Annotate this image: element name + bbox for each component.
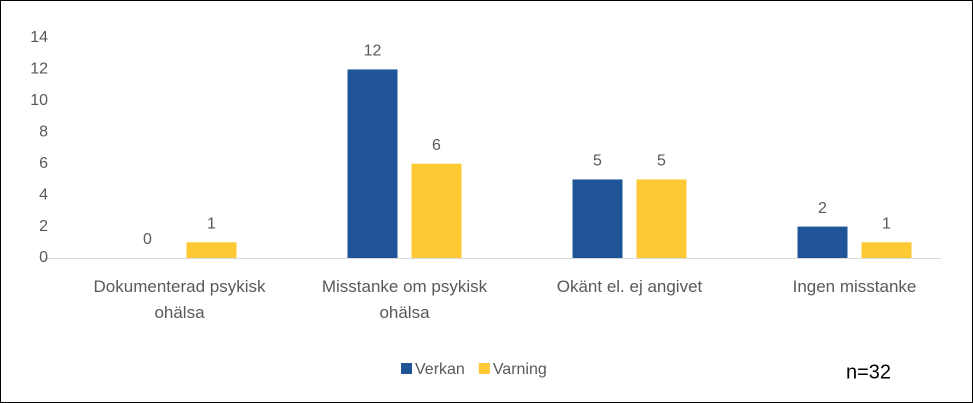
data-label: 5 — [593, 153, 602, 170]
bar — [186, 242, 237, 258]
data-label: 5 — [657, 153, 666, 170]
legend-label: Verkan — [415, 361, 465, 378]
y-tick-label: 14 — [30, 29, 48, 46]
data-label: 2 — [818, 200, 827, 217]
data-label: 1 — [882, 216, 891, 233]
data-label: 6 — [432, 137, 441, 154]
y-tick-label: 6 — [39, 155, 48, 172]
x-tick-label: Misstanke om psykisk ohälsa — [321, 277, 488, 322]
x-tick-label: Okänt el. ej angivet — [556, 277, 703, 296]
y-tick-label: 12 — [30, 61, 48, 78]
bar — [572, 179, 623, 258]
bar — [411, 163, 462, 258]
annotation: n=32 — [846, 361, 891, 383]
x-tick-label: Dokumenterad psykisk ohälsa — [93, 277, 266, 322]
y-tick-label: 8 — [39, 124, 48, 141]
data-label: 0 — [143, 231, 152, 248]
y-tick-label: 2 — [39, 218, 48, 235]
legend-label: Varning — [493, 361, 547, 378]
bar — [797, 226, 848, 258]
data-label: 1 — [207, 216, 216, 233]
y-tick-label: 10 — [30, 92, 48, 109]
bar — [347, 69, 398, 258]
y-tick-label: 4 — [39, 186, 48, 203]
bar — [861, 242, 912, 258]
bar — [636, 179, 687, 258]
legend-swatch — [401, 363, 412, 374]
x-tick-label: Ingen misstanke — [792, 277, 917, 296]
legend-swatch — [478, 363, 490, 374]
y-tick-label: 0 — [39, 249, 48, 266]
data-label: 12 — [364, 43, 382, 60]
